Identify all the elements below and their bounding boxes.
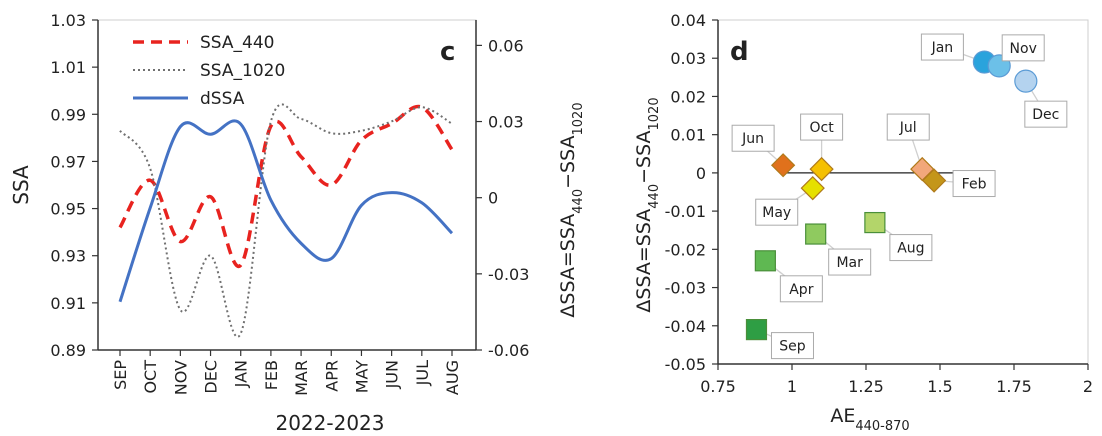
panel-c-x-tick-label: JUN	[383, 360, 402, 389]
panel-d-letter: d	[730, 37, 749, 67]
point-jun	[770, 153, 796, 178]
point-label-may: May	[762, 205, 791, 221]
point-label-apr: Apr	[789, 282, 813, 298]
point-sep	[745, 319, 768, 341]
panel-d-y-tick-label: -0.02	[665, 240, 706, 259]
panel-c-x-axis-title: 2022-2023	[275, 411, 384, 435]
panel-d-y-tick-label: -0.01	[665, 202, 706, 221]
panel-d: -0.05 -0.04 -0.03 -0.02 -0.01 0 0.01 0.02 0.03 0.…	[633, 11, 1093, 434]
panel-c-plot-area	[97, 19, 477, 351]
point-feb	[921, 168, 947, 193]
panel-c-x-tick-label: FEB	[262, 360, 281, 390]
panel-c-legend: SSA_440 SSA_1020 dSSA	[133, 33, 285, 109]
panel-c-y-tick-label: 0.91	[50, 294, 86, 313]
panel-c-y-axis-title: SSA	[9, 165, 33, 205]
series-line-dssa	[118, 119, 454, 303]
point-label-box-oct	[800, 113, 844, 141]
panel-c-y2-tick-label: 0	[488, 189, 498, 208]
point-mar	[805, 223, 827, 245]
panel-d-x-tick-label: 1.25	[848, 377, 884, 396]
panel-c-x-tick-label: DEC	[202, 360, 221, 394]
panel-c-x-tick-label: SEP	[111, 360, 130, 390]
panel-d-y-axis-title: ΔSSA=SSA440−SSA1020	[633, 97, 662, 312]
point-label-nov: Nov	[1010, 41, 1037, 57]
legend-label: SSA_440	[200, 33, 274, 53]
panel-c-x-tick-label: AUG	[443, 360, 462, 395]
panel-d-y-tick-label: 0.04	[670, 11, 706, 30]
point-label-mar: Mar	[836, 255, 863, 271]
point-label-box-nov	[1001, 34, 1045, 62]
panel-d-y-tick-label: 0.02	[670, 87, 706, 106]
point-label-jan: Jan	[931, 40, 954, 56]
point-may	[800, 176, 825, 201]
panel-c-y-tick-label: 0.89	[50, 341, 86, 360]
panel-c-letter: c	[440, 37, 455, 67]
panel-d-y-tick-label: 0.03	[670, 49, 706, 68]
panel-c-y-tick-label: 0.93	[50, 247, 86, 266]
panel-c-x-tick-label: MAR	[292, 360, 311, 396]
panel-d-y-tick-label: 0	[696, 164, 706, 183]
point-label-box-apr	[779, 275, 823, 303]
point-label-oct: Oct	[809, 120, 834, 136]
panel-c-y-tick-label: 1.03	[50, 11, 86, 30]
point-label-box-jan	[920, 33, 964, 61]
panel-c: 0.89 0.91 0.93 0.95 0.97 0.99 1.01 1.03 -0.06 -0.…	[9, 11, 586, 435]
point-label-feb: Feb	[962, 177, 987, 193]
point-label-box-dec	[1024, 100, 1068, 128]
panel-d-x-tick-label: 1.75	[996, 377, 1032, 396]
panel-c-y2-axis-title: ΔSSA=SSA440−SSA1020	[557, 102, 586, 317]
point-label-box-aug	[889, 234, 933, 262]
panel-c-y-tick-label: 1.01	[50, 58, 86, 77]
panel-c-y-tick-label: 0.97	[50, 152, 86, 171]
panel-d-x-tick-label: 2	[1083, 377, 1093, 396]
panel-c-x-tick-label: MAY	[352, 360, 371, 394]
point-apr	[754, 250, 776, 272]
panel-d-y-tick-label: -0.03	[665, 279, 706, 298]
panel-c-x-tick-label: JAN	[232, 360, 251, 388]
panel-d-x-tick-label: 0.75	[700, 377, 736, 396]
panel-c-y-tick-label: 0.95	[50, 200, 86, 219]
point-oct	[809, 156, 834, 182]
legend-label: SSA_1020	[200, 61, 285, 81]
panel-d-x-tick-label: 1.5	[927, 377, 952, 396]
legend-label: dSSA	[200, 89, 245, 109]
panel-c-y2-tick-label: -0.03	[488, 265, 529, 284]
point-label-box-jul	[886, 113, 930, 141]
panel-c-x-tick-label: APR	[322, 360, 341, 392]
point-label-box-sep	[770, 332, 814, 360]
point-label-box-may	[755, 198, 799, 226]
point-label-dec: Dec	[1032, 107, 1059, 123]
panel-d-y-tick-label: -0.04	[665, 317, 706, 336]
point-label-aug: Aug	[897, 241, 924, 257]
point-dec	[1014, 69, 1038, 93]
panel-c-y2-tick-label: -0.06	[488, 341, 529, 360]
panel-d-plot-area	[717, 19, 1089, 365]
point-label-box-mar	[828, 248, 872, 276]
panel-c-x-tick-label: NOV	[171, 360, 190, 395]
panel-d-x-tick-label: 1	[787, 377, 797, 396]
panel-d-y-tick-label: 0.01	[670, 126, 706, 145]
panel-d-y-tick-label: -0.05	[665, 355, 706, 374]
point-label-box-jun	[731, 124, 775, 152]
point-aug	[864, 211, 886, 234]
panel-c-y2-tick-label: 0.03	[488, 113, 524, 132]
point-label-sep: Sep	[779, 339, 806, 355]
panel-c-x-tick-label: OCT	[141, 360, 160, 394]
point-label-jun: Jun	[741, 131, 764, 147]
point-label-jul: Jul	[899, 120, 917, 136]
series-line-ssa-440	[118, 104, 454, 269]
point-label-box-feb	[952, 170, 996, 198]
panel-d-x-axis-title: AE440-870	[830, 405, 909, 434]
panel-c-x-tick-label: JUL	[413, 360, 432, 386]
panel-c-y2-tick-label: 0.06	[488, 36, 524, 55]
panel-c-y-tick-label: 0.99	[50, 105, 86, 124]
